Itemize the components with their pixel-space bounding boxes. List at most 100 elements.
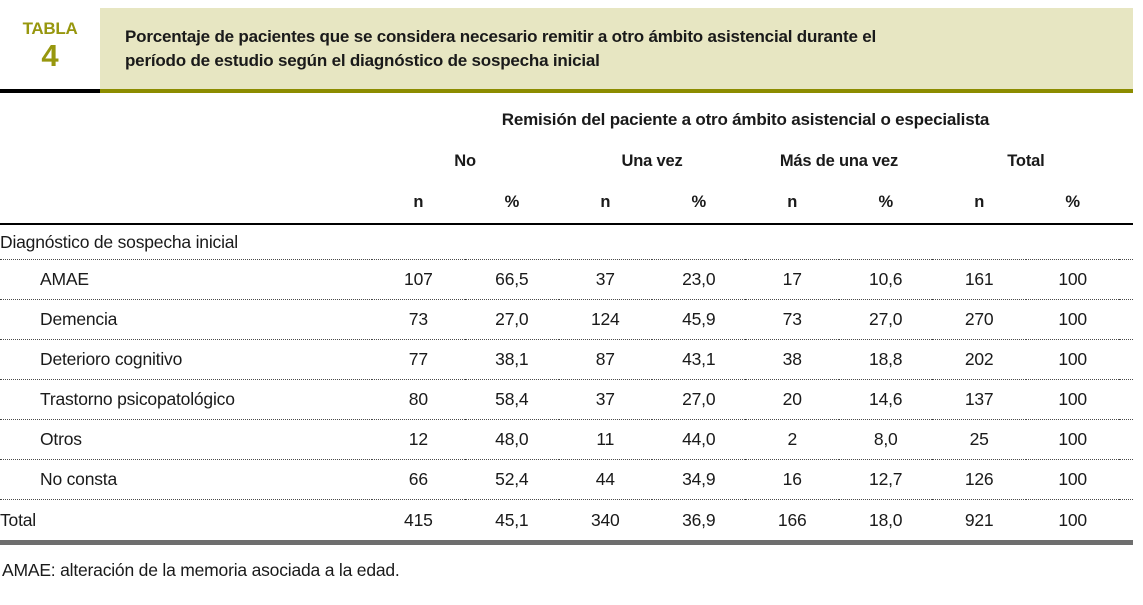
table-row-value: 45,9 [652, 299, 746, 340]
table-badge-number: 4 [41, 38, 59, 73]
table-row-value: 18,8 [838, 339, 933, 380]
table-row-value: 107 [371, 259, 466, 300]
table-row-label: Deterioro cognitivo [0, 339, 372, 380]
total-row-value: 18,0 [838, 499, 933, 545]
table-row-value: 80 [371, 379, 466, 420]
table-row-value: 270 [932, 299, 1026, 340]
table-row-value: 100 [1025, 379, 1120, 420]
table-row-value: 52,4 [465, 459, 559, 500]
table-row-value: 73 [745, 299, 839, 340]
table-row-row: Otros 12 48,0 11 44,0 2 8,0 25 100 [0, 419, 1133, 460]
table-title-box: Porcentaje de pacientes que se considera… [100, 8, 1133, 93]
blank-cell [0, 141, 372, 181]
table-row-value: 202 [932, 339, 1026, 380]
span-header: Remisión del paciente a otro ámbito asis… [501, 110, 990, 129]
table-row-value: 17 [745, 259, 839, 300]
group-header: Más de una vez [779, 151, 899, 170]
table-row-label: No consta [0, 459, 372, 500]
table-row-value: 37 [558, 259, 653, 300]
table-badge: TABLA 4 [0, 8, 100, 93]
blank-cell [1119, 499, 1133, 545]
section-label: Diagnóstico de sospecha inicial [0, 224, 1133, 260]
table-row-value: 12,7 [838, 459, 933, 500]
subheader-cell: n [745, 181, 839, 225]
table-row-value: 43,1 [652, 339, 746, 380]
table-body: Diagnóstico de sospecha inicial AMAE 107 6… [0, 224, 1133, 545]
subheader-cell: n [371, 181, 466, 225]
table-row-value: 27,0 [652, 379, 746, 420]
table-row-value: 100 [1025, 339, 1120, 380]
blank-cell [1119, 339, 1133, 380]
blank-cell [1119, 181, 1133, 225]
table-row-value: 100 [1025, 299, 1120, 340]
table-row-value: 20 [745, 379, 839, 420]
total-row-value: 100 [1025, 499, 1120, 545]
group-header: Total [1007, 151, 1045, 170]
table-row-value: 77 [371, 339, 466, 380]
subheader-row: n% n% n% n% [0, 181, 1133, 225]
total-row-value: 45,1 [465, 499, 559, 545]
subheader-cell: n [932, 181, 1026, 225]
subheader-cell: n [558, 181, 653, 225]
table-row-row: AMAE 107 66,5 37 23,0 17 10,6 161 100 [0, 259, 1133, 300]
data-table: Remisión del paciente a otro ámbito asis… [0, 99, 1133, 545]
table-row-value: 38,1 [465, 339, 559, 380]
table-row-label: AMAE [0, 259, 372, 300]
table-row-value: 16 [745, 459, 839, 500]
group-header-row: No Una vez Más de una vez Total [0, 141, 1133, 181]
blank-cell [0, 99, 372, 141]
subheader-cell: % [465, 181, 559, 225]
table-row-value: 100 [1025, 459, 1120, 500]
table-row-value: 66,5 [465, 259, 559, 300]
table-row-row: No consta 66 52,4 44 34,9 16 12,7 126 100 [0, 459, 1133, 500]
blank-cell [1119, 379, 1133, 420]
span-header-row: Remisión del paciente a otro ámbito asis… [0, 99, 1133, 141]
table-footnote: AMAE: alteración de la memoria asociada … [2, 560, 400, 580]
table-row-value: 58,4 [465, 379, 559, 420]
blank-cell [1119, 419, 1133, 460]
total-row-label: Total [0, 499, 372, 545]
table-row-value: 27,0 [465, 299, 559, 340]
blank-cell [1119, 141, 1133, 181]
table-row-value: 100 [1025, 419, 1120, 460]
table-row-value: 100 [1025, 259, 1120, 300]
table-row-value: 87 [558, 339, 653, 380]
subheader-cell: % [1025, 181, 1120, 225]
subheader-cell: % [652, 181, 746, 225]
table-row-value: 73 [371, 299, 466, 340]
table-row-value: 124 [558, 299, 653, 340]
table-row-value: 14,6 [838, 379, 933, 420]
table-row-value: 161 [932, 259, 1026, 300]
blank-cell [0, 181, 372, 225]
total-row-value: 166 [745, 499, 839, 545]
figure-content: TABLA 4 Porcentaje de pacientes que se c… [0, 8, 1143, 581]
table-row-value: 44 [558, 459, 653, 500]
table-row-value: 27,0 [838, 299, 933, 340]
table-row-value: 23,0 [652, 259, 746, 300]
table-row-value: 38 [745, 339, 839, 380]
table-row-label: Trastorno psicopatológico [0, 379, 372, 420]
blank-cell [1119, 459, 1133, 500]
group-header: Una vez [621, 151, 683, 170]
table-row-value: 8,0 [838, 419, 933, 460]
table-title: Porcentaje de pacientes que se considera… [125, 26, 877, 70]
table-row-row: Trastorno psicopatológico 80 58,4 37 27,0 20 1… [0, 379, 1133, 420]
table-row-label: Otros [0, 419, 372, 460]
blank-cell [1119, 259, 1133, 300]
table-badge-word: TABLA [22, 19, 78, 38]
total-row-value: 36,9 [652, 499, 746, 545]
total-row-value: 415 [371, 499, 466, 545]
table-row-value: 34,9 [652, 459, 746, 500]
subheader-cell: % [838, 181, 933, 225]
blank-cell [1119, 99, 1133, 141]
table-row-row: Demencia 73 27,0 124 45,9 73 27,0 270 100 [0, 299, 1133, 340]
table-row-value: 48,0 [465, 419, 559, 460]
total-row-value: 340 [558, 499, 653, 545]
total-row-row: Total 415 45,1 340 36,9 166 18,0 921 100 [0, 499, 1133, 545]
table-row-value: 137 [932, 379, 1026, 420]
table-row-value: 10,6 [838, 259, 933, 300]
table-row-value: 2 [745, 419, 839, 460]
figure-header: TABLA 4 Porcentaje de pacientes que se c… [0, 8, 1133, 93]
group-header: No [454, 151, 476, 170]
